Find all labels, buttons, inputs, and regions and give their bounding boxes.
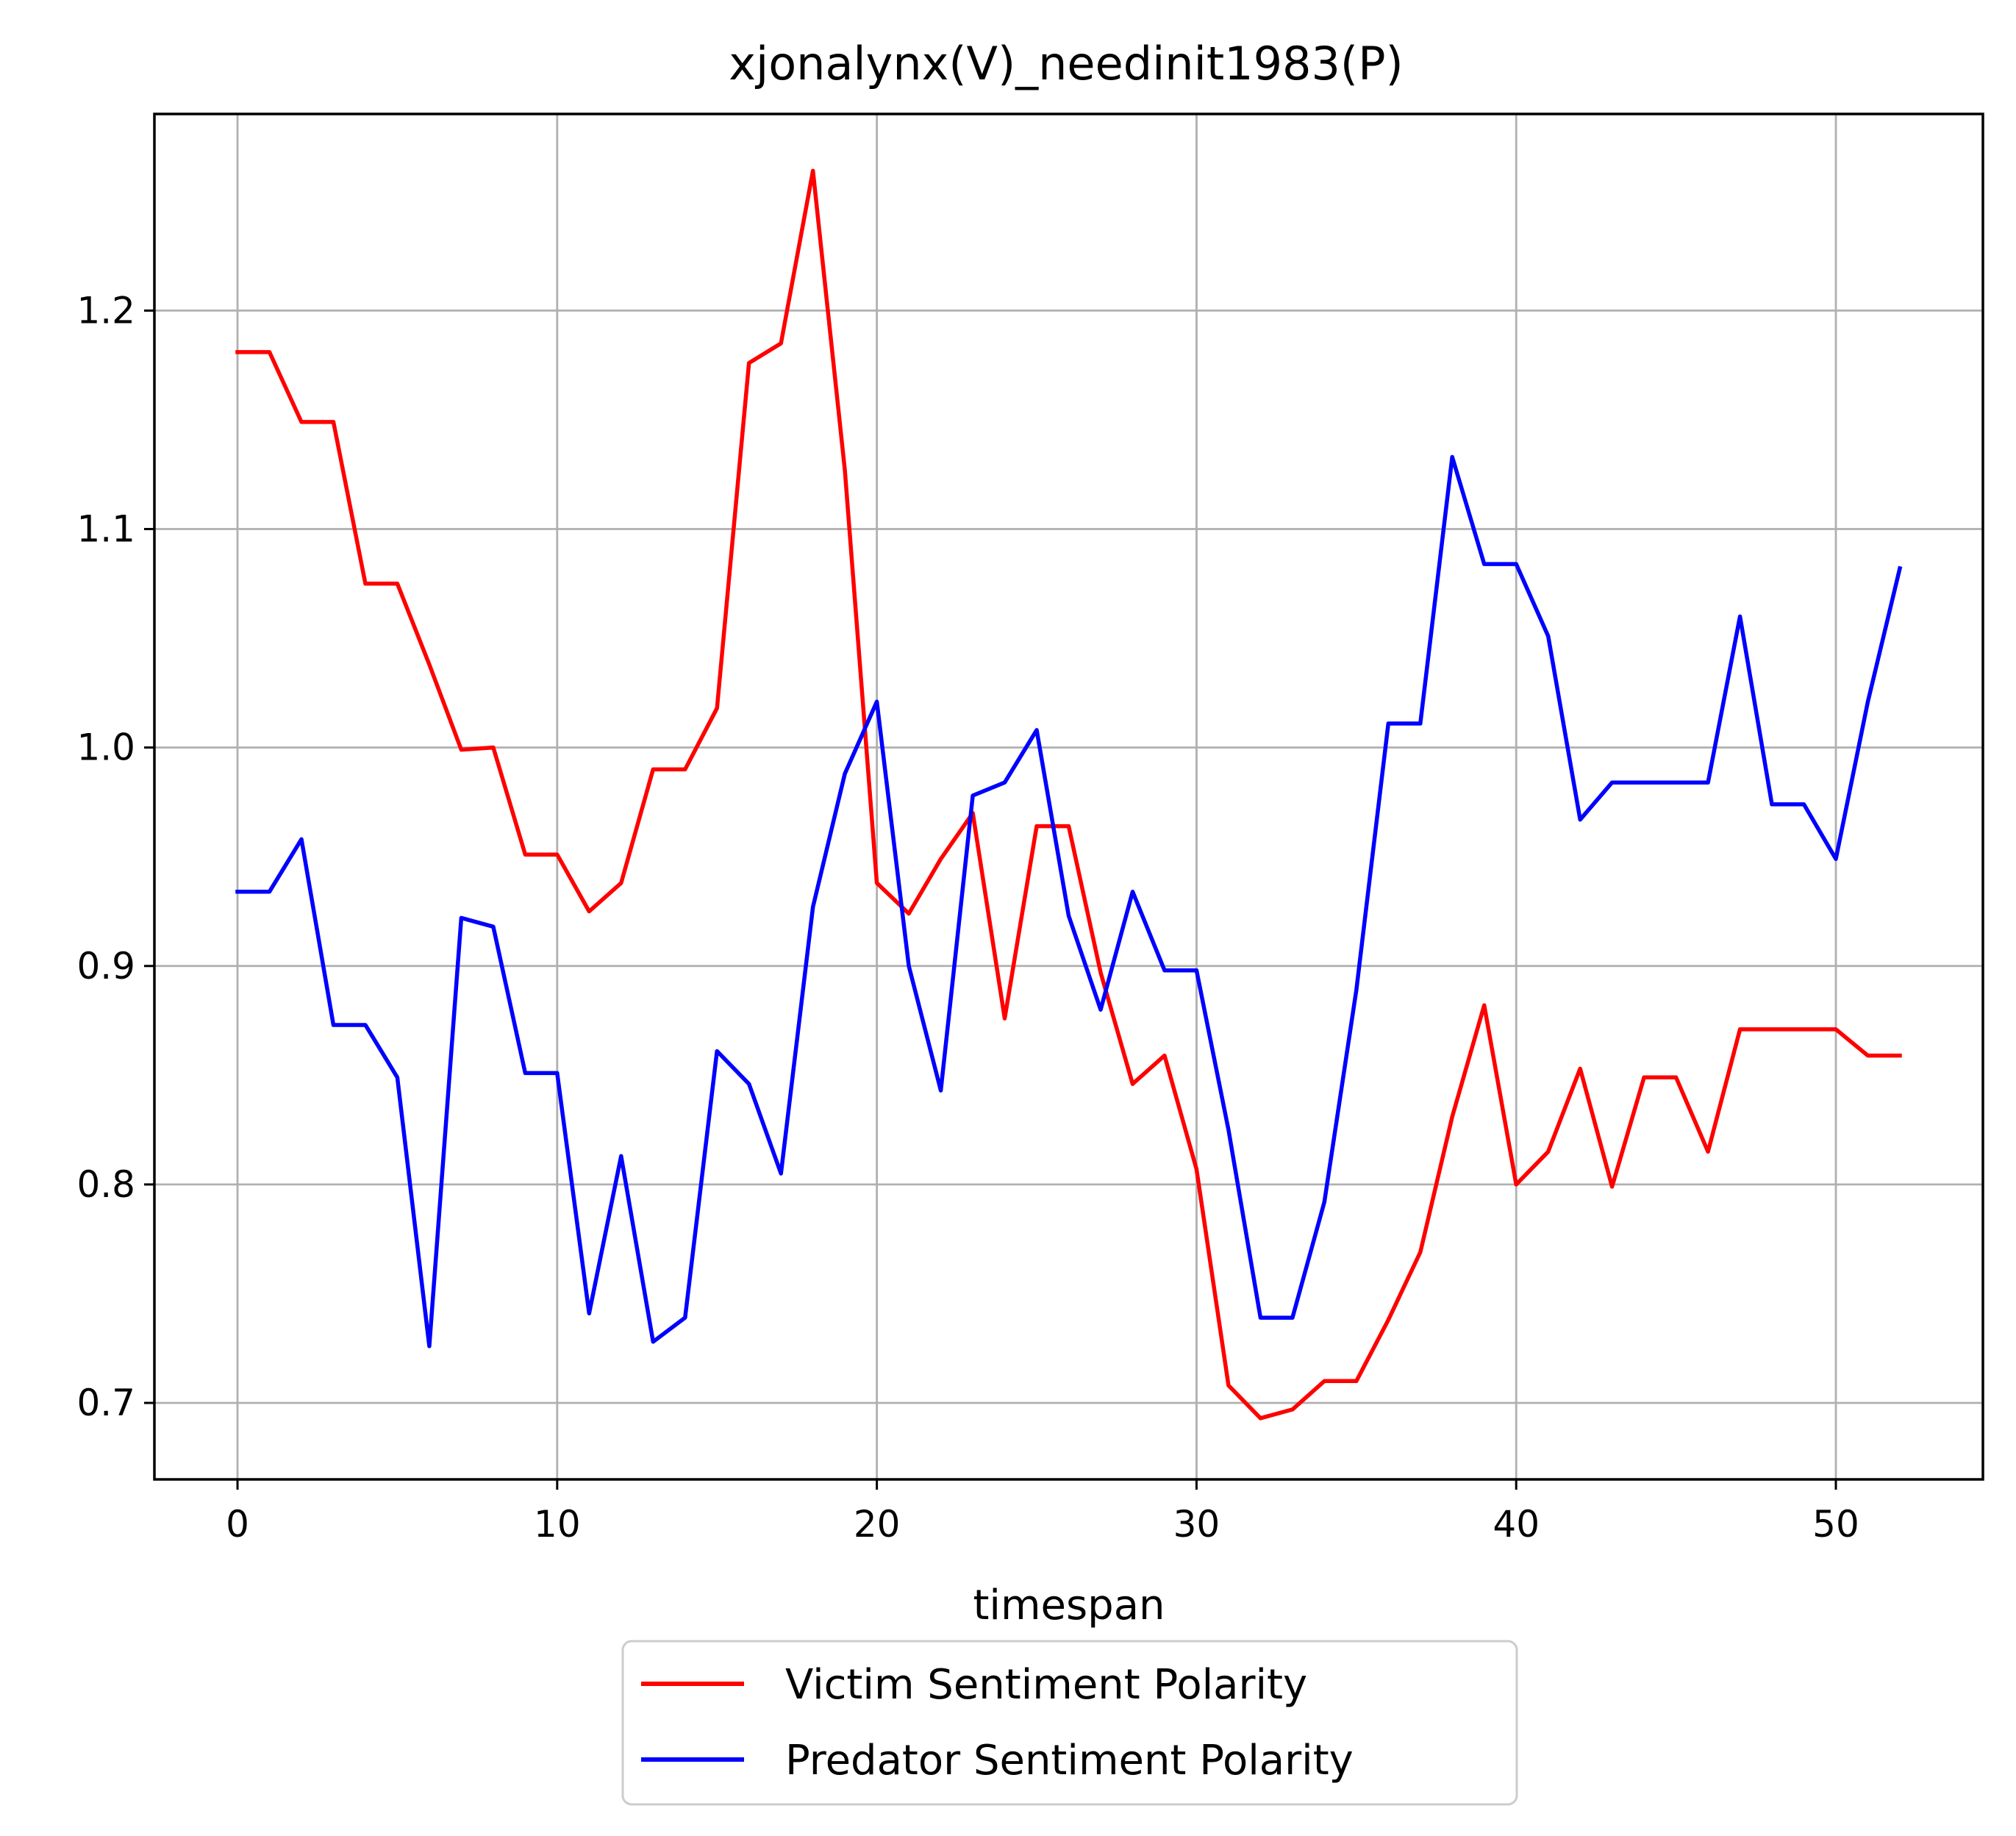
plot-frame	[153, 112, 1984, 1481]
y-tick-label: 0.9	[76, 945, 135, 987]
y-tick-label: 0.7	[76, 1382, 135, 1424]
y-axis-ticks: 0.7 0.8 0.9 1.0 1.1 1.2	[76, 289, 154, 1424]
y-tick-label: 1.1	[76, 508, 135, 551]
x-tick-label: 10	[534, 1503, 581, 1546]
x-axis-label: timespan	[973, 1582, 1165, 1629]
legend-box	[621, 1640, 1518, 1806]
x-tick-label: 30	[1173, 1503, 1220, 1546]
x-tick-label: 40	[1493, 1503, 1540, 1546]
x-tick-label: 0	[226, 1503, 249, 1546]
legend: Victim Sentiment Polarity Predator Senti…	[621, 1640, 1518, 1806]
chart-title: xjonalynx(V)_needinit1983(P)	[729, 37, 1403, 90]
y-tick-label: 0.8	[76, 1163, 135, 1206]
victim-sentiment-line	[235, 168, 1902, 1421]
y-tick-label: 1.2	[76, 289, 135, 332]
y-tick-label: 1.0	[76, 726, 135, 769]
series-lines	[235, 168, 1903, 1421]
x-axis-ticks: 0 10 20 30 40 50	[226, 1479, 1859, 1546]
x-tick-label: 20	[854, 1503, 901, 1546]
x-tick-label: 50	[1812, 1503, 1859, 1546]
legend-label-predator: Predator Sentiment Polarity	[785, 1737, 1354, 1785]
legend-label-victim: Victim Sentiment Polarity	[785, 1661, 1307, 1709]
grid-lines	[154, 114, 1983, 1479]
predator-sentiment-line	[235, 454, 1903, 1349]
